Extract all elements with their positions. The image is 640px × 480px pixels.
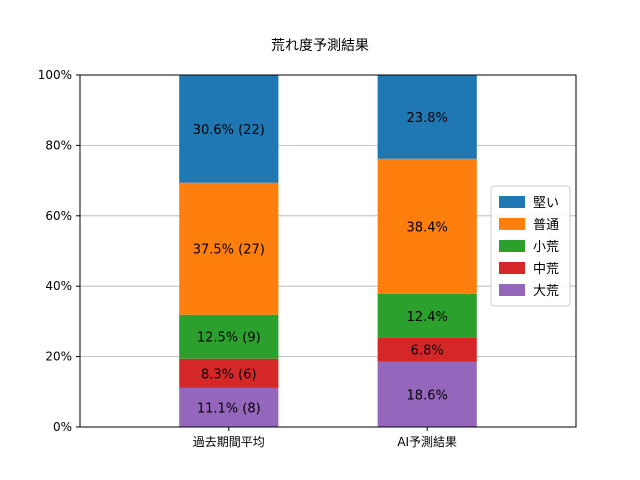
y-tick-label: 40% (45, 279, 72, 293)
legend-label: 中荒 (533, 262, 559, 277)
bar-segment (179, 358, 279, 388)
legend-swatch (499, 240, 525, 252)
legend-label: 小荒 (533, 240, 559, 255)
x-tick-label: AI予測結果 (397, 435, 457, 449)
bar-segment (377, 75, 477, 159)
y-tick-label: 20% (45, 350, 72, 364)
y-tick-label: 80% (45, 138, 72, 152)
data-label: 12.4% (407, 310, 448, 325)
legend-label: 大荒 (533, 284, 559, 299)
data-label: 37.5% (27) (193, 243, 265, 258)
y-tick-label: 60% (45, 209, 72, 223)
bar-segment (377, 158, 477, 294)
legend-label: 堅い (533, 196, 559, 211)
y-tick-label: 0% (53, 420, 72, 434)
legend-box (490, 185, 571, 307)
data-label: 38.4% (407, 220, 448, 235)
chart-title: 荒れ度予測結果 (271, 38, 369, 54)
bar-segment (179, 387, 279, 427)
legend-label: 普通 (533, 218, 559, 233)
data-label: 12.5% (9) (197, 331, 261, 346)
bar-segment (179, 182, 279, 315)
plot-frame (79, 74, 577, 428)
y-axis: 0% 20% 40% 60% 80% 100% (38, 68, 80, 434)
bar-segment (377, 293, 477, 338)
data-label: 18.6% (407, 388, 448, 403)
legend-swatch (499, 218, 525, 230)
data-label: 23.8% (407, 111, 448, 126)
bar-segment (179, 75, 279, 183)
legend-swatch (499, 262, 525, 274)
data-label: 8.3% (6) (201, 367, 257, 382)
x-tick-label: 過去期間平均 (193, 435, 265, 449)
data-label: 30.6% (22) (193, 123, 265, 138)
bars (179, 75, 477, 427)
legend-swatch (499, 196, 525, 208)
bar-segment (377, 337, 477, 362)
bar-segment (377, 361, 477, 427)
bar-segment (179, 314, 279, 359)
legend-swatch (499, 284, 525, 296)
y-tick-label: 100% (38, 68, 72, 82)
data-labels: 11.1% (8) 8.3% (6) 12.5% (9) 37.5% (27) 30.6… (193, 111, 448, 417)
x-axis: 過去期間平均 AI予測結果 (193, 427, 457, 449)
data-label: 6.8% (411, 344, 444, 359)
data-label: 11.1% (8) (197, 401, 261, 416)
